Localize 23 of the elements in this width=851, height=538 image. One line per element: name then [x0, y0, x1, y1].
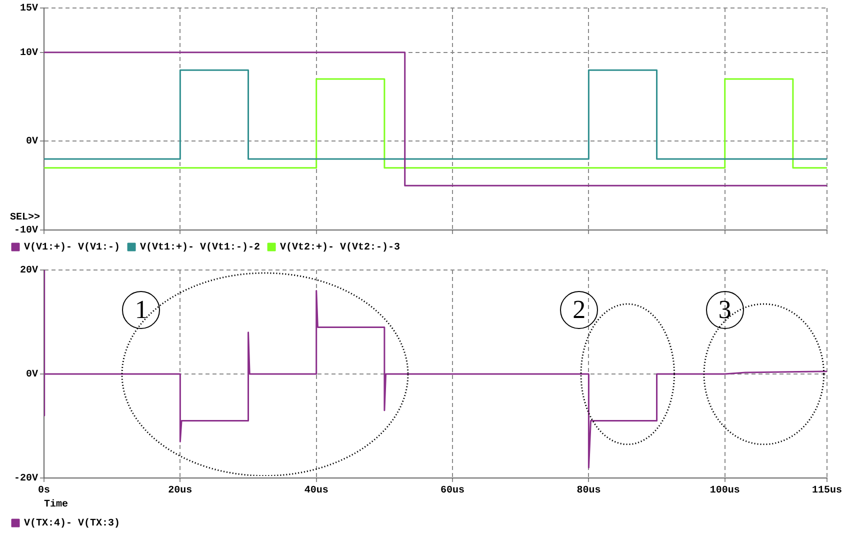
legend-label: V(TX:4)- V(TX:3): [24, 518, 120, 530]
y-tick-label: -20V: [14, 474, 38, 485]
x-tick-label: 80us: [576, 486, 601, 497]
legend-label: V(Vt2:+)- V(Vt2:-)-3: [280, 242, 400, 254]
x-tick-label: 60us: [440, 486, 465, 497]
x-tick-label: 115us: [812, 486, 842, 497]
y-tick-label: -10V: [14, 226, 38, 237]
legend-label: V(Vt1:+)- V(Vt1:-)-2: [140, 242, 260, 254]
y-tick-label: 0V: [26, 136, 38, 148]
y-tick-label: 20V: [20, 266, 38, 277]
x-tick-label: 100us: [710, 486, 740, 497]
text: SEL>>: [10, 212, 40, 224]
annotation: 1: [122, 291, 160, 330]
x-tick-label: 40us: [304, 486, 328, 497]
y-tick-label: 10V: [20, 48, 38, 59]
y-tick-label: 0V: [26, 370, 38, 381]
annotation: 3: [706, 291, 744, 330]
annotation: 2: [560, 291, 598, 330]
y-tick-label: 15V: [20, 4, 38, 15]
x-axis-title: Time: [44, 498, 68, 511]
legend-label: V(V1:+)- V(V1:-): [24, 242, 120, 254]
x-tick-label: 20us: [168, 486, 192, 497]
x-tick-label: 0s: [38, 486, 50, 497]
